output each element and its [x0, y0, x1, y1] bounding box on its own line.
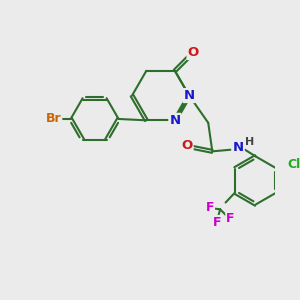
Text: N: N: [232, 141, 244, 154]
Text: Br: Br: [46, 112, 61, 125]
Text: F: F: [206, 202, 214, 214]
Text: N: N: [184, 89, 195, 102]
Text: Cl: Cl: [288, 158, 300, 171]
Text: F: F: [213, 216, 221, 229]
Text: O: O: [188, 46, 199, 59]
Text: N: N: [169, 114, 181, 127]
Text: H: H: [245, 136, 254, 147]
Text: F: F: [226, 212, 235, 225]
Text: O: O: [182, 140, 193, 152]
